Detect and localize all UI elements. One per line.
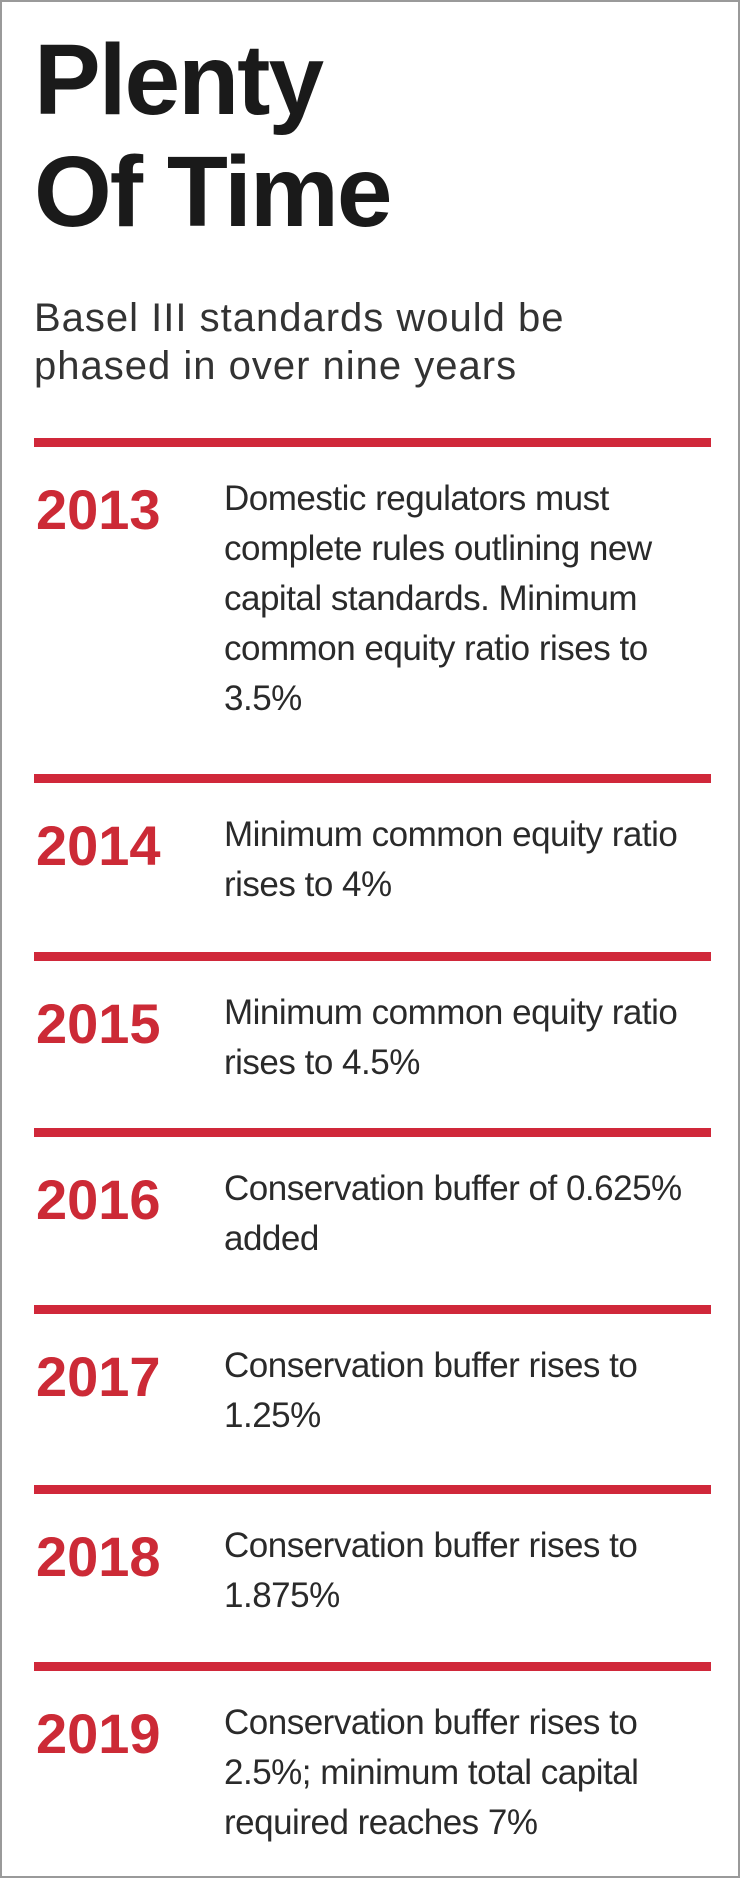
year: 2018 <box>36 1525 161 1588</box>
year: 2014 <box>36 814 161 877</box>
divider <box>34 1305 711 1314</box>
divider <box>34 1662 711 1671</box>
subtitle: Basel III standards would be phased in o… <box>34 296 565 388</box>
divider <box>34 774 711 783</box>
milestone-text: Conservation buffer rises to 1.25% <box>224 1346 638 1435</box>
milestone-text: Minimum common equity ratio rises to 4% <box>224 815 678 904</box>
milestone-text: Domestic regulators must complete rules … <box>224 479 652 718</box>
year: 2016 <box>36 1168 161 1231</box>
divider <box>34 1128 711 1137</box>
divider <box>34 1485 711 1494</box>
year: 2015 <box>36 992 161 1055</box>
year: 2019 <box>36 1702 161 1765</box>
milestone-text: Conservation buffer of 0.625% added <box>224 1169 682 1258</box>
divider <box>34 952 711 961</box>
title: Plenty Of Time <box>34 24 392 248</box>
milestone-text: Conservation buffer rises to 2.5%; minim… <box>224 1703 639 1842</box>
milestone-text: Minimum common equity ratio rises to 4.5… <box>224 993 678 1082</box>
divider <box>34 438 711 447</box>
year: 2017 <box>36 1345 161 1408</box>
year: 2013 <box>36 478 161 541</box>
milestone-text: Conservation buffer rises to 1.875% <box>224 1526 638 1615</box>
